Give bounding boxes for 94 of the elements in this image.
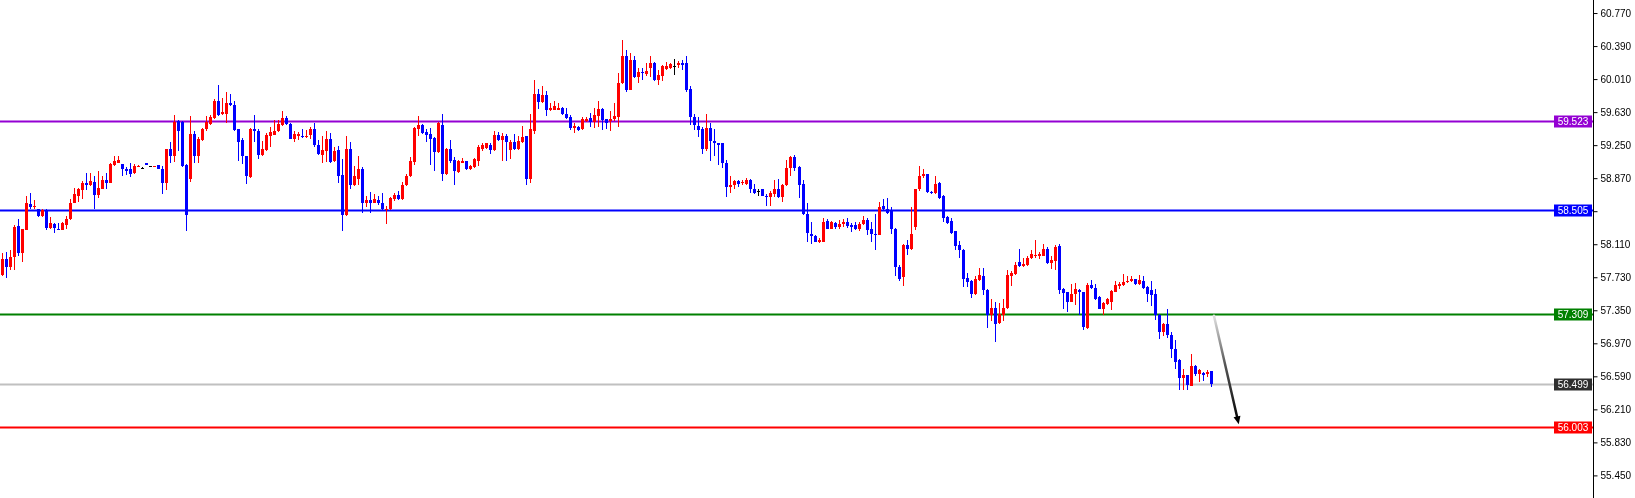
candlestick <box>245 155 248 185</box>
candlestick <box>673 58 676 76</box>
y-tick-label: 56.210 <box>1600 404 1632 416</box>
candlestick <box>353 165 356 187</box>
candlestick <box>433 136 436 172</box>
candlestick <box>709 122 712 162</box>
candlestick <box>822 217 825 243</box>
candlestick <box>213 98 216 120</box>
candlestick <box>325 130 328 163</box>
candlestick <box>1074 282 1077 306</box>
candlestick <box>9 249 12 271</box>
candlestick <box>1158 313 1161 340</box>
ref-line-label: 58.505 <box>1557 205 1589 216</box>
y-tick-label: 55.450 <box>1600 470 1632 482</box>
candlestick <box>1154 288 1157 321</box>
candlestick <box>870 221 873 243</box>
y-tick-label: 60.390 <box>1600 40 1632 52</box>
candlestick <box>161 165 164 195</box>
candlestick <box>1078 288 1081 316</box>
candlestick <box>329 132 332 164</box>
candlestick <box>1018 248 1021 268</box>
ref-line-label: 56.499 <box>1557 379 1589 390</box>
candlestick <box>910 206 913 251</box>
candlestick <box>493 130 496 152</box>
candlestick <box>609 110 612 132</box>
candlestick <box>641 67 644 81</box>
candlestick <box>789 155 792 177</box>
candlestick <box>1190 353 1193 387</box>
y-tick-label: 60.010 <box>1600 73 1632 85</box>
candlestick <box>401 181 404 201</box>
y-tick-label: 55.830 <box>1600 437 1632 449</box>
candlestick <box>257 128 260 160</box>
candlestick <box>721 142 724 169</box>
candlestick <box>5 251 8 279</box>
candlestick <box>653 61 656 82</box>
candlestick <box>321 135 324 164</box>
candlestick <box>601 107 604 131</box>
candlestick <box>918 165 921 192</box>
candlestick <box>874 213 877 251</box>
y-tick-label: 57.730 <box>1600 271 1632 283</box>
candlestick <box>649 55 652 78</box>
candlestick <box>477 144 480 167</box>
candlestick <box>970 279 973 299</box>
candlestick <box>1170 331 1173 359</box>
candlestick <box>777 178 780 199</box>
candlestick <box>705 113 708 152</box>
candlestick <box>505 133 508 162</box>
candlestick <box>193 130 196 164</box>
candlestick <box>1034 239 1037 259</box>
candlestick <box>1 252 4 277</box>
candlestick <box>509 139 512 160</box>
candlestick <box>998 302 1001 325</box>
candlestick <box>1182 368 1185 391</box>
y-tick-label: 58.110 <box>1600 238 1631 250</box>
candlestick <box>265 132 268 152</box>
candlestick <box>701 126 704 155</box>
candlestick <box>1066 291 1069 313</box>
y-tick-label: 58.870 <box>1600 172 1632 184</box>
candlestick <box>69 198 72 221</box>
candlestick <box>217 84 220 117</box>
candlestick <box>713 129 716 157</box>
ref-line-label: 59.523 <box>1557 116 1589 127</box>
candlestick <box>225 91 228 124</box>
candlestick <box>982 267 985 296</box>
y-tick-label: 56.970 <box>1600 338 1632 349</box>
candlestick <box>169 141 172 164</box>
candlestick <box>633 55 636 79</box>
candlestick <box>429 127 432 166</box>
y-tick-label: 59.250 <box>1600 139 1632 151</box>
candlestick <box>597 100 600 128</box>
candlestick <box>1002 298 1005 322</box>
candlestick <box>501 132 504 162</box>
candlestick <box>934 175 937 195</box>
candlestick <box>357 155 360 186</box>
candlestick <box>974 275 977 296</box>
candlestick <box>593 107 596 129</box>
candlestick <box>1054 244 1057 271</box>
candlestick <box>990 298 993 322</box>
y-tick-label: 57.350 <box>1600 304 1632 316</box>
y-tick-label: 56.590 <box>1600 371 1632 383</box>
ref-line-label: 57.309 <box>1557 309 1589 320</box>
candlestick <box>97 170 100 199</box>
candlestick <box>313 122 316 148</box>
y-tick-label: 60.770 <box>1600 7 1632 19</box>
candlestick <box>537 88 540 110</box>
candlestick <box>545 90 548 117</box>
candlestick <box>269 126 272 148</box>
y-tick-label: 59.630 <box>1600 106 1632 118</box>
ref-line-label: 56.003 <box>1557 422 1589 433</box>
candlestick <box>994 301 997 343</box>
candlestick <box>81 180 84 200</box>
candlestick <box>1166 308 1169 339</box>
candlestick <box>1110 289 1113 311</box>
candlestick <box>785 159 788 187</box>
